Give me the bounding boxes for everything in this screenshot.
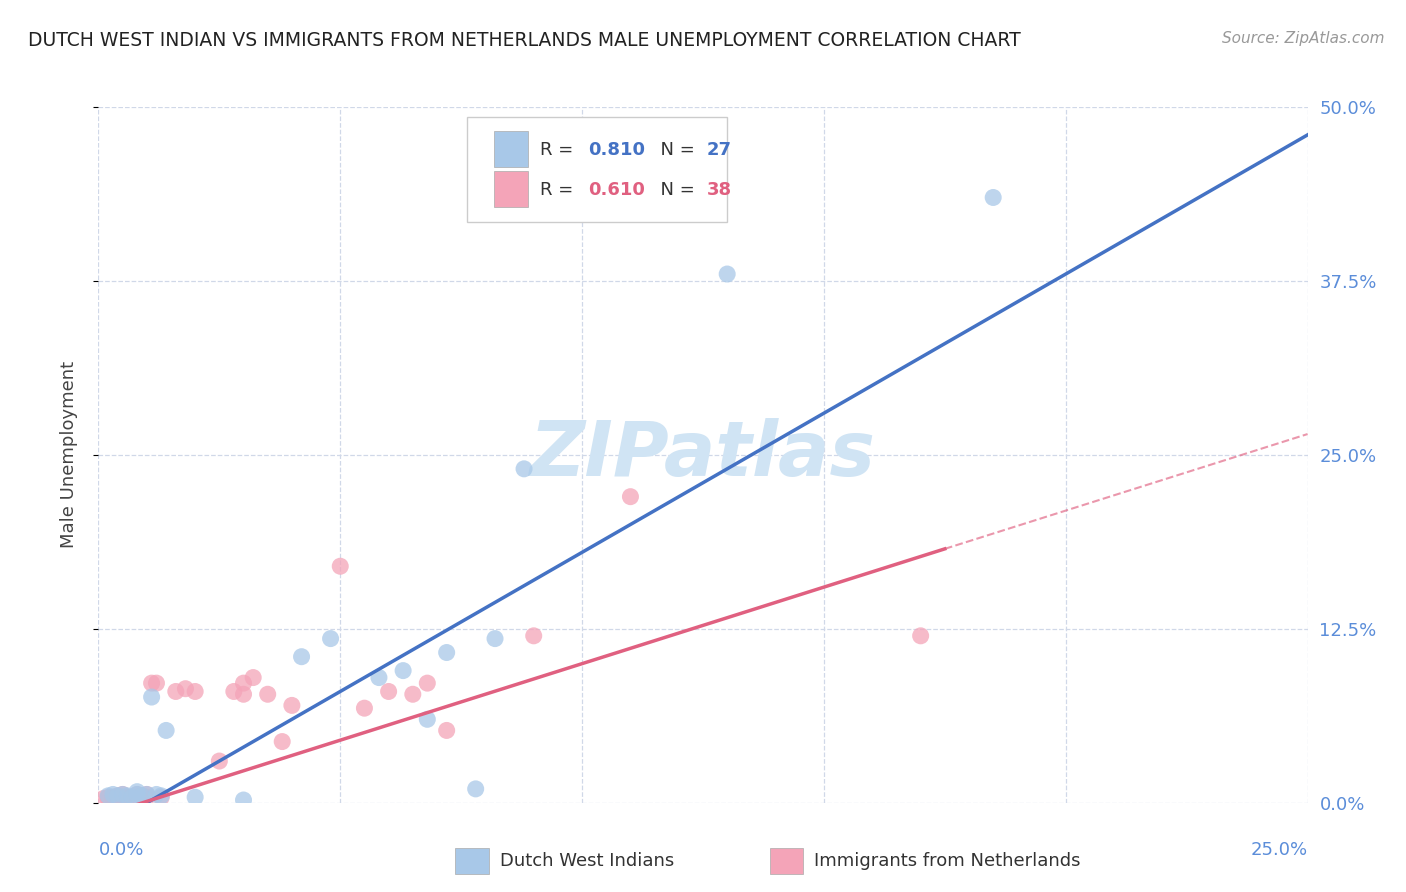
Y-axis label: Male Unemployment: Male Unemployment — [59, 361, 77, 549]
Text: ZIPatlas: ZIPatlas — [530, 418, 876, 491]
Text: Source: ZipAtlas.com: Source: ZipAtlas.com — [1222, 31, 1385, 46]
Point — [281, 698, 304, 713]
Point — [91, 791, 114, 805]
Text: R =: R = — [540, 141, 579, 159]
Point — [208, 754, 231, 768]
Point — [232, 793, 254, 807]
Point — [184, 790, 207, 805]
Point — [135, 788, 157, 802]
Point — [107, 789, 129, 803]
Point — [716, 267, 738, 281]
Point — [368, 671, 391, 685]
Point — [242, 671, 264, 685]
Point — [184, 684, 207, 698]
Point — [131, 789, 153, 803]
Point — [910, 629, 932, 643]
Point — [513, 462, 536, 476]
Point — [135, 790, 157, 805]
Point — [127, 788, 149, 802]
Text: Dutch West Indians: Dutch West Indians — [501, 852, 673, 870]
Point — [329, 559, 352, 574]
Point — [101, 788, 124, 802]
FancyBboxPatch shape — [494, 131, 527, 167]
Text: R =: R = — [540, 180, 579, 199]
Point — [111, 788, 134, 802]
Point — [464, 781, 486, 796]
Text: DUTCH WEST INDIAN VS IMMIGRANTS FROM NETHERLANDS MALE UNEMPLOYMENT CORRELATION C: DUTCH WEST INDIAN VS IMMIGRANTS FROM NET… — [28, 31, 1021, 50]
Point — [117, 790, 139, 805]
Point — [145, 676, 167, 690]
FancyBboxPatch shape — [456, 848, 489, 874]
Text: 0.810: 0.810 — [588, 141, 645, 159]
Point — [101, 790, 124, 805]
Point — [97, 789, 120, 803]
Point — [155, 723, 177, 738]
Point — [436, 646, 458, 660]
Text: 0.610: 0.610 — [588, 180, 645, 199]
Point — [111, 788, 134, 802]
Point — [290, 649, 312, 664]
Text: 27: 27 — [707, 141, 731, 159]
Point — [523, 629, 546, 643]
Point — [117, 789, 139, 803]
Point — [121, 790, 143, 805]
Point — [256, 687, 278, 701]
Point — [97, 791, 120, 805]
Point — [117, 791, 139, 805]
Point — [981, 190, 1004, 204]
Point — [165, 684, 187, 698]
Point — [127, 785, 149, 799]
Point — [232, 687, 254, 701]
Point — [174, 681, 197, 696]
Point — [111, 790, 134, 805]
FancyBboxPatch shape — [494, 170, 527, 207]
Point — [107, 791, 129, 805]
Point — [416, 712, 439, 726]
Point — [150, 790, 173, 805]
Point — [353, 701, 375, 715]
Text: 0.0%: 0.0% — [98, 841, 143, 859]
Text: Immigrants from Netherlands: Immigrants from Netherlands — [814, 852, 1081, 870]
Point — [619, 490, 641, 504]
Point — [150, 789, 173, 803]
Point — [97, 790, 120, 805]
Text: 38: 38 — [707, 180, 731, 199]
FancyBboxPatch shape — [467, 118, 727, 222]
FancyBboxPatch shape — [769, 848, 803, 874]
Point — [145, 788, 167, 802]
Point — [392, 664, 415, 678]
Point — [131, 789, 153, 803]
Point — [107, 789, 129, 803]
Point — [127, 788, 149, 802]
Point — [436, 723, 458, 738]
Point — [484, 632, 506, 646]
Text: 25.0%: 25.0% — [1250, 841, 1308, 859]
Point — [222, 684, 245, 698]
Point — [416, 676, 439, 690]
Text: N =: N = — [648, 141, 700, 159]
Point — [319, 632, 342, 646]
Point — [402, 687, 425, 701]
Point — [121, 790, 143, 805]
Point — [141, 690, 163, 704]
Point — [271, 734, 294, 748]
Point — [141, 676, 163, 690]
Point — [232, 676, 254, 690]
Point — [377, 684, 399, 698]
Point — [135, 788, 157, 802]
Text: N =: N = — [648, 180, 700, 199]
